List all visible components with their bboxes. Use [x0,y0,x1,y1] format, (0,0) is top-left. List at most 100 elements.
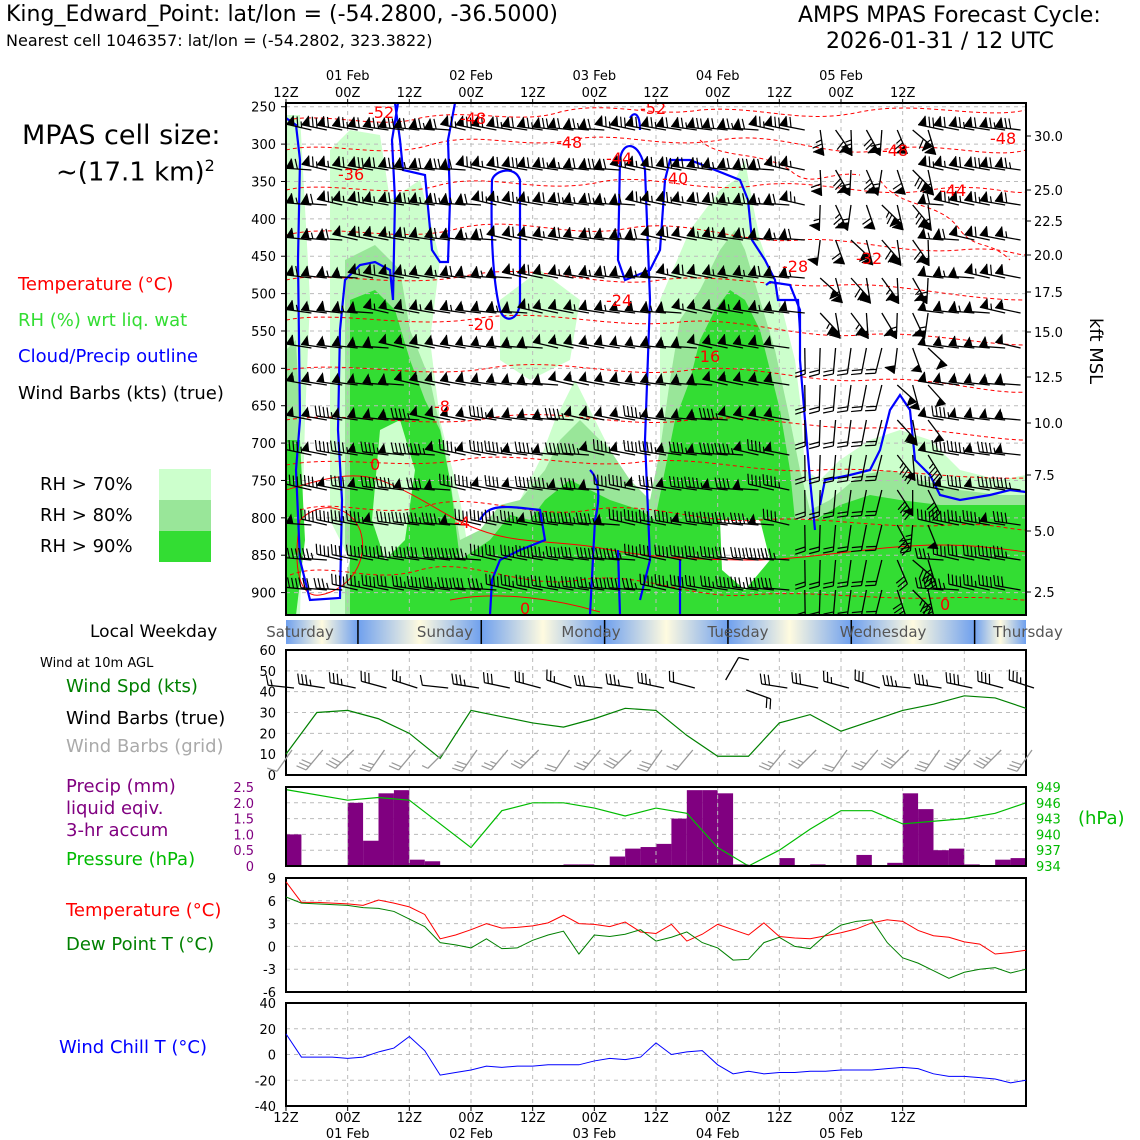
wind-barb [701,157,728,171]
barb-pennant [702,264,710,275]
barb-flag [507,116,511,128]
barb-shaft [347,310,374,314]
barb-pennant [286,265,294,276]
barb-flag [958,156,962,168]
barb-shaft [532,234,559,241]
wind-barb [636,749,663,772]
barb-flag [433,118,437,130]
barb-flag [822,373,834,377]
barb-flag [707,226,711,238]
precip-bar [856,854,872,866]
barb-half [661,340,665,347]
barb-pennant [471,190,479,201]
barb-pennant [686,226,695,237]
barb-flag [623,117,626,128]
barb-pennant [363,263,371,275]
barb-half [404,269,407,276]
barb-flag [468,440,472,451]
barb-flag [511,157,515,168]
wind-barb [286,193,312,206]
barb-pennant [807,257,818,266]
barb-flag [943,116,946,128]
wind-barb [424,334,451,349]
barb-flag [922,228,927,239]
barb-shaft [427,749,447,769]
barb-flag [868,187,880,190]
wind-barb [686,298,713,314]
wind-barb [888,277,900,304]
barb-flag [660,301,665,312]
barb-shaft [624,309,651,314]
barb-shaft [747,167,774,171]
barb-pennant [470,116,479,127]
barb-shaft [926,277,929,304]
wind-barb [870,129,883,156]
barb-half [1005,231,1008,238]
wind-barb [593,300,620,314]
barb-flag [577,675,582,686]
barb-flag [553,117,557,129]
barb-flag [809,222,820,227]
top-hour-label: 12Z [767,86,793,101]
barb-flag [508,225,511,237]
barb-shaft [748,308,775,314]
barb-flag [755,115,757,126]
wind-barb [763,115,790,131]
barb-flag [711,192,715,204]
barb-half [727,196,730,204]
barb-shaft [624,344,651,349]
barb-pennant [948,225,957,236]
barb-flag [446,115,449,126]
barb-flag [367,336,372,347]
wind-ytick-label: 10 [259,748,276,763]
barb-pennant [378,264,387,275]
wind-barb [732,118,759,131]
wind-barb [331,335,358,349]
barb-half [639,196,642,203]
wind-barb [516,117,543,131]
barb-pennant [409,264,417,276]
barb-flag [696,117,699,129]
barb-flag [921,183,932,190]
barb-half [693,302,696,310]
barb-pennant [924,147,936,155]
barb-half [481,160,484,168]
wind-barb [388,749,416,771]
barb-shaft [378,341,405,349]
wind-barb [408,118,435,131]
barb-flag [838,222,849,225]
wind-barb [917,115,944,131]
barb-shaft [347,164,374,171]
barb-pennant [409,299,418,310]
barb-shaft [439,343,466,349]
barb-flag [851,409,862,413]
wind-barb [485,301,512,314]
barb-flag [833,256,843,264]
barb-pennant [671,191,680,202]
barb-shaft [440,123,466,131]
barb-pennant [516,407,525,419]
barb-flag [885,292,893,302]
wind-ytick-label: 50 [259,665,276,680]
wind-barb [609,300,636,314]
pressure-unit-label: (hPa) [1078,808,1125,829]
barb-pennant [671,263,680,275]
wind-barb [819,312,839,336]
barb-flag [678,298,680,309]
wind-barb [408,157,435,171]
barb-shaft [439,274,466,279]
barb-flag [616,155,619,166]
barb-half [978,196,981,204]
legend-precip-3: 3-hr accum [66,820,169,841]
barb-shaft [316,275,343,279]
barb-pennant [918,257,929,266]
wind-barb [671,191,697,206]
barb-flag [893,186,904,194]
wind-barb [655,156,682,171]
wind-barb [359,749,386,772]
wind-barb [517,226,543,241]
wind-barb [548,370,574,386]
barb-flag [554,299,557,310]
